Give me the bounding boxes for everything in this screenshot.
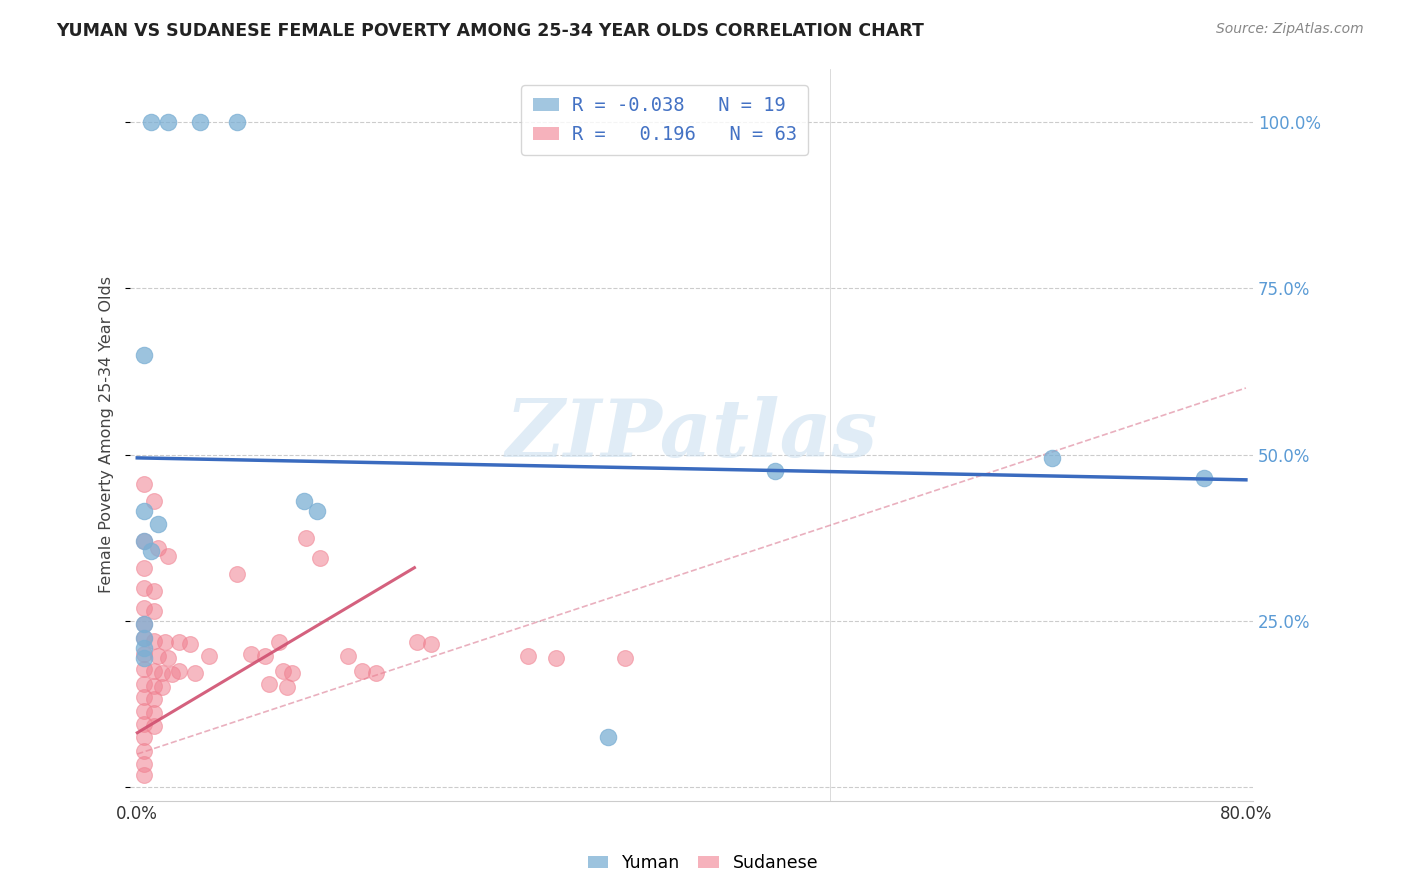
Point	[134, 581, 156, 595]
Point	[134, 757, 156, 772]
Point	[134, 768, 156, 782]
Point	[134, 534, 156, 549]
Point	[134, 348, 156, 362]
Point	[614, 650, 637, 665]
Point	[134, 650, 156, 665]
Point	[134, 640, 156, 655]
Point	[406, 635, 429, 649]
Point	[146, 541, 169, 555]
Point	[364, 665, 387, 680]
Point	[134, 690, 156, 705]
Point	[179, 637, 201, 651]
Text: Source: ZipAtlas.com: Source: ZipAtlas.com	[1216, 22, 1364, 37]
Point	[167, 635, 190, 649]
Point	[198, 648, 221, 663]
Point	[160, 667, 183, 681]
Point	[150, 665, 173, 680]
Point	[517, 648, 540, 663]
Point	[295, 531, 318, 545]
Point	[139, 115, 162, 129]
Point	[142, 692, 165, 706]
Point	[307, 504, 329, 518]
Point	[134, 534, 156, 549]
Point	[226, 567, 249, 582]
Point	[276, 681, 298, 695]
Point	[134, 662, 156, 676]
Point	[156, 549, 179, 563]
Point	[134, 677, 156, 691]
Point	[156, 115, 179, 129]
Point	[150, 681, 173, 695]
Point	[146, 648, 169, 663]
Point	[271, 664, 294, 678]
Point	[267, 635, 290, 649]
Point	[134, 731, 156, 745]
Point	[134, 717, 156, 731]
Point	[134, 617, 156, 632]
Point	[142, 706, 165, 720]
Point	[142, 584, 165, 599]
Point	[142, 604, 165, 618]
Legend: R = -0.038   N = 19, R =   0.196   N = 63: R = -0.038 N = 19, R = 0.196 N = 63	[522, 86, 808, 155]
Point	[134, 631, 156, 645]
Text: ZIPatlas: ZIPatlas	[506, 396, 877, 474]
Point	[336, 648, 359, 663]
Point	[142, 679, 165, 693]
Point	[544, 650, 567, 665]
Point	[142, 719, 165, 733]
Point	[134, 477, 156, 491]
Point	[239, 647, 262, 661]
Point	[184, 665, 207, 680]
Point	[142, 664, 165, 678]
Point	[134, 744, 156, 758]
Point	[142, 633, 165, 648]
Point	[134, 560, 156, 574]
Point	[134, 600, 156, 615]
Text: YUMAN VS SUDANESE FEMALE POVERTY AMONG 25-34 YEAR OLDS CORRELATION CHART: YUMAN VS SUDANESE FEMALE POVERTY AMONG 2…	[56, 22, 924, 40]
Point	[420, 637, 443, 651]
Point	[1040, 450, 1063, 465]
Point	[134, 704, 156, 718]
Point	[134, 631, 156, 645]
Point	[763, 464, 786, 478]
Point	[1194, 471, 1216, 485]
Point	[134, 504, 156, 518]
Y-axis label: Female Poverty Among 25-34 Year Olds: Female Poverty Among 25-34 Year Olds	[100, 276, 114, 593]
Point	[146, 517, 169, 532]
Point	[350, 664, 373, 678]
Point	[309, 550, 332, 565]
Point	[281, 665, 304, 680]
Point	[167, 664, 190, 678]
Point	[156, 650, 179, 665]
Point	[153, 635, 176, 649]
Point	[253, 648, 276, 663]
Legend: Yuman, Sudanese: Yuman, Sudanese	[581, 847, 825, 879]
Point	[226, 115, 249, 129]
Point	[292, 494, 315, 508]
Point	[257, 677, 280, 691]
Point	[139, 544, 162, 558]
Point	[134, 617, 156, 632]
Point	[188, 115, 211, 129]
Point	[598, 731, 620, 745]
Point	[142, 494, 165, 508]
Point	[134, 647, 156, 661]
